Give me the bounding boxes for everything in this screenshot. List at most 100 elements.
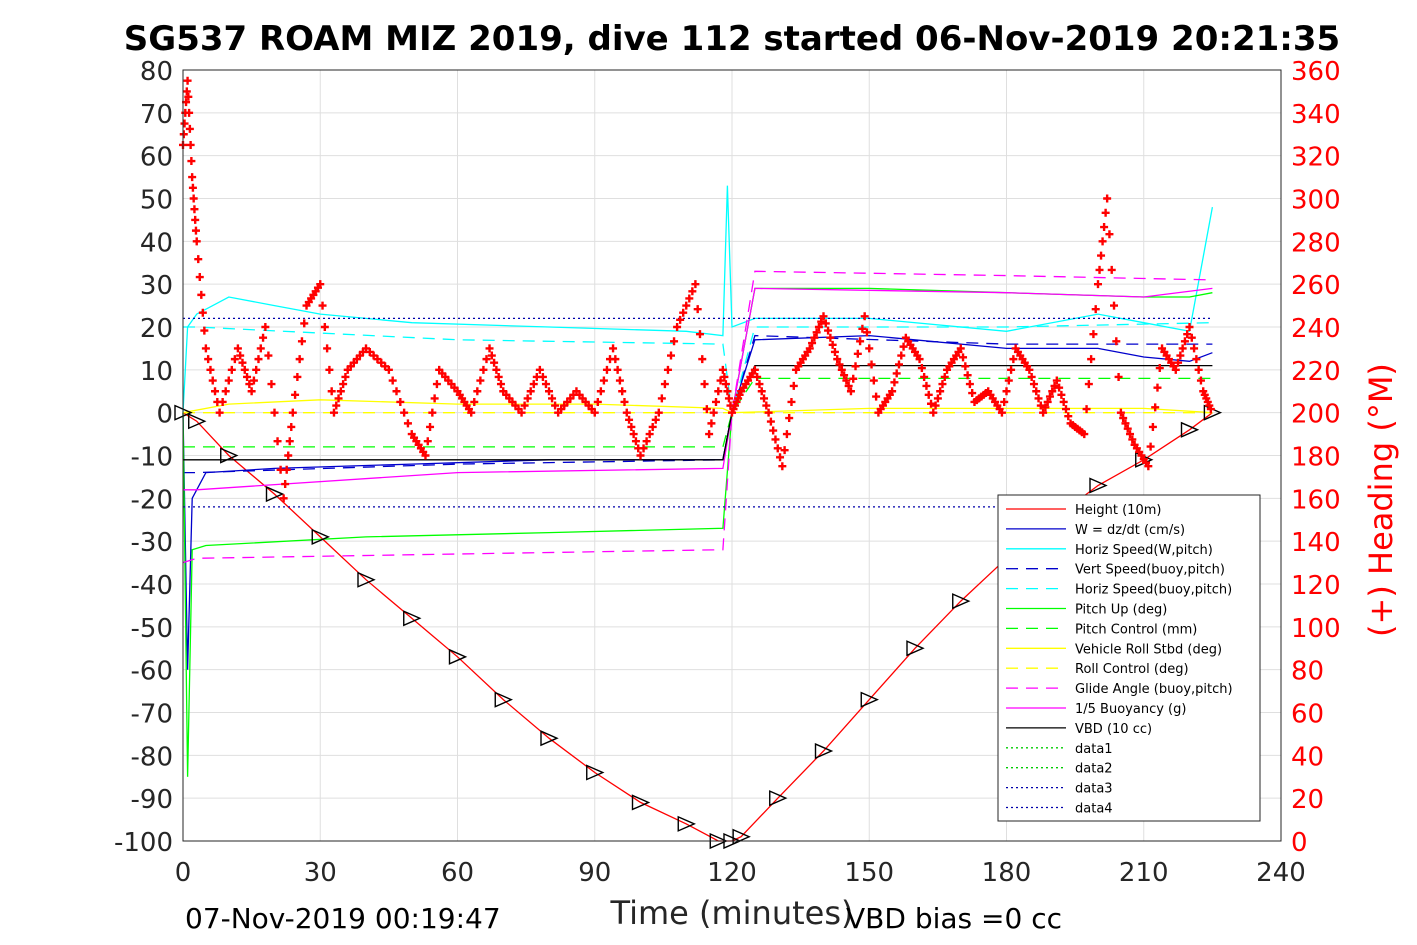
- chart-title: SG537 ROAM MIZ 2019, dive 112 started 06…: [124, 19, 1340, 59]
- heading-point: [757, 387, 766, 396]
- heading-point: [899, 342, 908, 351]
- heading-point: [963, 371, 972, 380]
- depth-marker: [265, 485, 285, 503]
- legend-entry: data2: [1075, 762, 1113, 777]
- heading-point: [259, 333, 268, 342]
- heading-point: [819, 312, 828, 321]
- heading-point: [1055, 383, 1064, 392]
- y-right-tick-label: 360: [1291, 57, 1341, 87]
- y-right-tick-label: 100: [1291, 614, 1341, 644]
- heading-point: [432, 380, 441, 389]
- heading-point: [287, 422, 296, 431]
- heading-point: [599, 376, 608, 385]
- heading-point: [615, 376, 624, 385]
- heading-point: [890, 378, 899, 387]
- heading-point: [1098, 237, 1107, 246]
- heading-point: [673, 323, 682, 331]
- heading-point: [922, 381, 931, 390]
- heading-point: [707, 419, 716, 428]
- heading-point: [750, 365, 759, 374]
- heading-point: [341, 372, 350, 381]
- y-left-tick-label: 40: [140, 228, 173, 258]
- heading-point: [288, 408, 297, 417]
- heading-point: [851, 362, 860, 371]
- heading-point: [773, 444, 782, 453]
- heading-point: [931, 401, 940, 410]
- heading-point: [1050, 381, 1059, 390]
- depth-marker: [448, 648, 468, 665]
- heading-point: [1107, 265, 1116, 274]
- heading-point: [840, 371, 849, 380]
- heading-point: [892, 369, 901, 378]
- heading-point: [188, 173, 197, 182]
- heading-point: [1043, 397, 1052, 406]
- footer-timestamp: 07-Nov-2019 00:19:47: [185, 902, 501, 935]
- heading-point: [1123, 424, 1132, 433]
- heading-point: [835, 360, 844, 369]
- heading-point: [620, 397, 629, 406]
- heading-point: [760, 394, 769, 403]
- depth-marker: [403, 610, 422, 627]
- heading-point: [1059, 397, 1068, 406]
- heading-point: [830, 347, 839, 356]
- heading-point: [808, 339, 817, 348]
- heading-point: [1144, 462, 1153, 471]
- heading-point: [642, 437, 651, 446]
- heading-point: [186, 140, 195, 149]
- depth-marker: [631, 794, 651, 811]
- heading-point: [264, 351, 273, 360]
- heading-point: [936, 387, 945, 396]
- heading-point: [184, 92, 193, 101]
- heading-point: [968, 389, 977, 398]
- depth-marker: [769, 790, 788, 807]
- heading-point: [233, 344, 242, 353]
- heading-point: [430, 394, 439, 403]
- legend-entry: data4: [1075, 802, 1113, 817]
- heading-point: [325, 365, 334, 374]
- heading-point: [191, 215, 200, 224]
- legend-entry: Horiz Speed(W,pitch): [1075, 543, 1213, 558]
- y-right-tick-label: 200: [1291, 400, 1341, 430]
- heading-point: [915, 355, 924, 364]
- heading-point: [636, 451, 645, 460]
- heading-point: [1032, 387, 1041, 396]
- heading-point: [723, 387, 732, 396]
- heading-point: [1146, 442, 1155, 451]
- heading-point: [541, 380, 550, 389]
- heading-point: [645, 430, 654, 439]
- y-left-tick-label: 30: [140, 271, 173, 301]
- heading-point: [183, 76, 192, 85]
- heading-point: [826, 333, 835, 342]
- heading-point: [535, 365, 544, 374]
- y-left-tick-label: -70: [131, 700, 173, 730]
- heading-point: [611, 355, 620, 364]
- heading-point: [204, 355, 213, 364]
- heading-point: [180, 119, 189, 128]
- y-right-tick-label: 180: [1291, 443, 1341, 473]
- heading-point: [482, 355, 491, 364]
- heading-point: [629, 430, 638, 439]
- heading-point: [654, 408, 663, 417]
- heading-point: [705, 430, 714, 439]
- depth-marker: [311, 528, 330, 545]
- heading-point: [221, 387, 230, 396]
- heading-point: [1009, 355, 1018, 364]
- series-group: [174, 185, 1223, 850]
- heading-point: [667, 351, 675, 360]
- y-left-tick-label: 0: [156, 400, 173, 430]
- heading-point: [862, 328, 871, 337]
- heading-point: [421, 451, 430, 460]
- heading-point: [933, 394, 942, 403]
- heading-point: [724, 394, 733, 403]
- heading-point: [720, 372, 729, 381]
- heading-point: [959, 353, 968, 362]
- heading-point: [1126, 430, 1135, 439]
- heading-point: [1089, 330, 1098, 339]
- heading-point: [329, 408, 338, 417]
- y-right-tick-label: 260: [1291, 271, 1341, 301]
- heading-point: [1036, 401, 1045, 410]
- heading-point: [224, 376, 233, 385]
- heading-point: [485, 344, 494, 353]
- axes: 0 30 60 90 120 150 180 210 24080706050403020100-…: [114, 57, 1341, 888]
- heading-point: [888, 387, 897, 396]
